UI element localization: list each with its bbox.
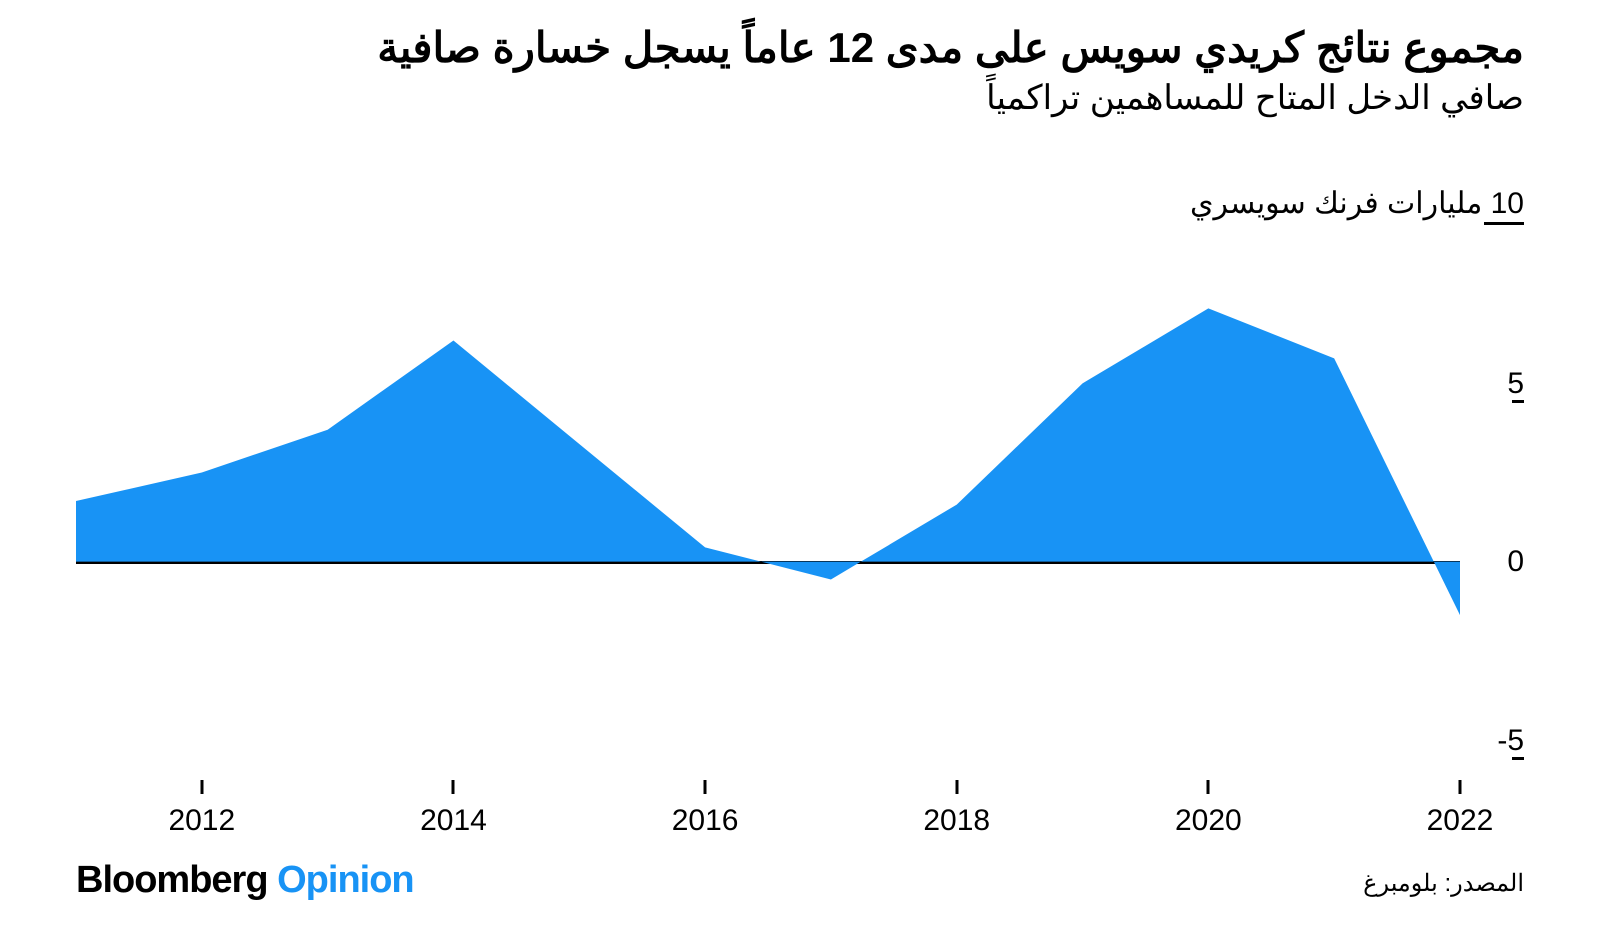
y-tick-label-0: 0 xyxy=(1507,545,1524,579)
x-tick-mark-2018 xyxy=(955,780,958,794)
y-axis-max-value: 10 xyxy=(1491,187,1524,220)
x-tick-label-2014: 2014 xyxy=(420,804,487,838)
x-tick-label-2018: 2018 xyxy=(923,804,990,838)
logo-part-2: Opinion xyxy=(277,859,414,901)
x-tick-label-2012: 2012 xyxy=(168,804,235,838)
chart-source: المصدر: بلومبرغ xyxy=(1363,869,1524,898)
chart-subtitle: صافي الدخل المتاح للمساهمين تراكمياً xyxy=(986,78,1524,119)
chart-container: مجموع نتائج كريدي سويس على مدى 12 عاماً … xyxy=(0,0,1600,926)
x-tick-mark-2016 xyxy=(704,780,707,794)
x-tick-label-2022: 2022 xyxy=(1427,804,1494,838)
y-tick-mark-10 xyxy=(1484,222,1524,225)
y-tick-label--5: 5- xyxy=(1497,724,1524,758)
x-tick-mark-2020 xyxy=(1207,780,1210,794)
logo-part-1: Bloomberg xyxy=(76,859,268,901)
y-tick-mark-5 xyxy=(1512,400,1524,403)
x-tick-mark-2014 xyxy=(452,780,455,794)
x-tick-mark-2012 xyxy=(200,780,203,794)
x-tick-label-2020: 2020 xyxy=(1175,804,1242,838)
x-tick-mark-2022 xyxy=(1459,780,1462,794)
cumulative-net-income-area xyxy=(76,308,1460,615)
y-tick-mark--5 xyxy=(1512,757,1524,760)
chart-title: مجموع نتائج كريدي سويس على مدى 12 عاماً … xyxy=(377,22,1524,75)
y-tick-label-5: 5 xyxy=(1507,367,1524,401)
x-tick-label-2016: 2016 xyxy=(672,804,739,838)
bloomberg-opinion-logo: Bloomberg Opinion xyxy=(76,859,414,902)
area-chart xyxy=(76,205,1460,740)
